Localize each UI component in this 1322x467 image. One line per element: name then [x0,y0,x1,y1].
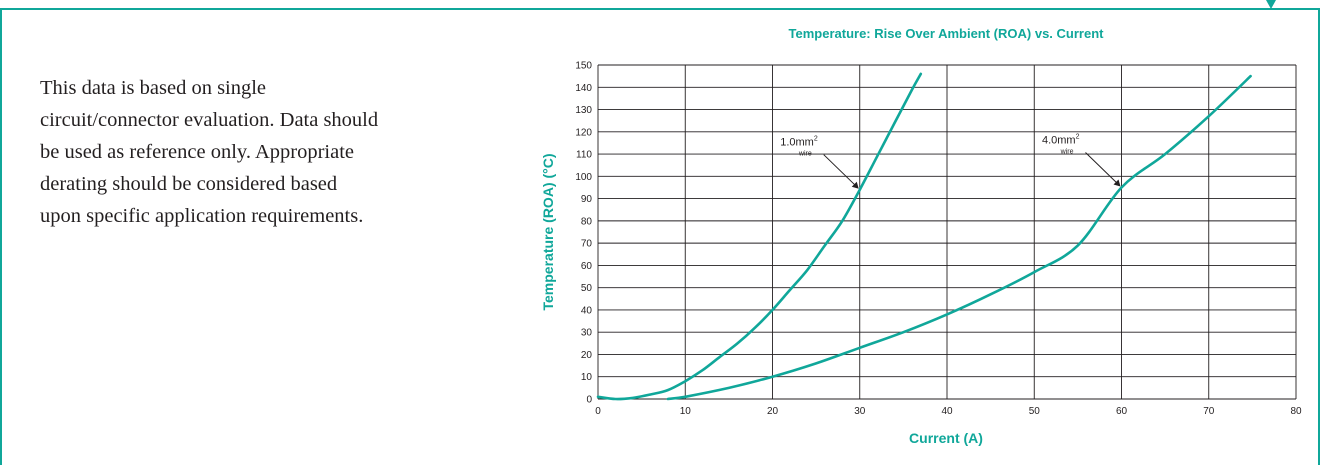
series-2-leader-line [1085,152,1120,186]
x-tick-label: 80 [1290,406,1302,417]
chart-title: Temperature: Rise Over Ambient (ROA) vs.… [789,26,1105,41]
y-tick-label: 60 [581,261,593,272]
y-tick-label: 120 [575,127,592,138]
x-tick-label: 20 [767,406,779,417]
x-tick-label: 50 [1029,406,1041,417]
y-tick-label: 90 [581,194,593,205]
annotations: 1.0mm2 wire 4.0mm2 wire [780,133,1121,189]
x-tick-label: 60 [1116,406,1128,417]
y-axis-title: Temperature (ROA) (°C) [540,153,556,310]
y-tick-label: 130 [575,105,592,116]
y-tick-labels: 0 10 20 30 40 50 60 70 80 90 100 110 120 130 140 150 [575,61,592,406]
y-tick-label: 40 [581,305,593,316]
x-tick-label: 40 [941,406,953,417]
series-2-leader-arrowhead [1113,179,1121,187]
x-tick-label: 30 [854,406,866,417]
series-2-sublabel: wire [1060,148,1074,155]
x-tick-label: 70 [1203,406,1215,417]
x-tick-label: 0 [595,406,601,417]
y-tick-label: 110 [576,150,592,161]
series-2-line [666,74,1252,401]
x-tick-label: 10 [680,406,692,417]
y-tick-label: 150 [575,61,592,72]
y-tick-label: 50 [581,283,593,294]
series-1-label: 1.0mm2 [780,136,818,149]
series-1-sublabel: wire [798,151,812,158]
y-tick-label: 10 [581,372,593,383]
chart-grid [597,64,1297,400]
description-text: This data is based on single circuit/con… [40,77,379,227]
series-1-leader-line [823,154,859,189]
y-tick-label: 140 [575,83,592,94]
frame-arrow-marker [1266,0,1276,9]
y-tick-label: 100 [575,172,592,183]
x-tick-labels: 0 10 20 30 40 50 60 70 80 [595,406,1302,417]
series-2-label: 4.0mm2 [1042,133,1080,146]
curves [596,72,1252,401]
panel-frame [0,8,1320,465]
y-tick-label: 20 [581,350,593,361]
y-tick-label: 30 [581,328,593,339]
x-axis-title: Current (A) [909,430,983,446]
y-tick-label: 70 [581,239,593,250]
y-tick-label: 0 [586,395,592,406]
y-tick-label: 80 [581,216,593,227]
series-1-line [596,72,923,401]
series-1-leader-arrowhead [851,181,859,189]
